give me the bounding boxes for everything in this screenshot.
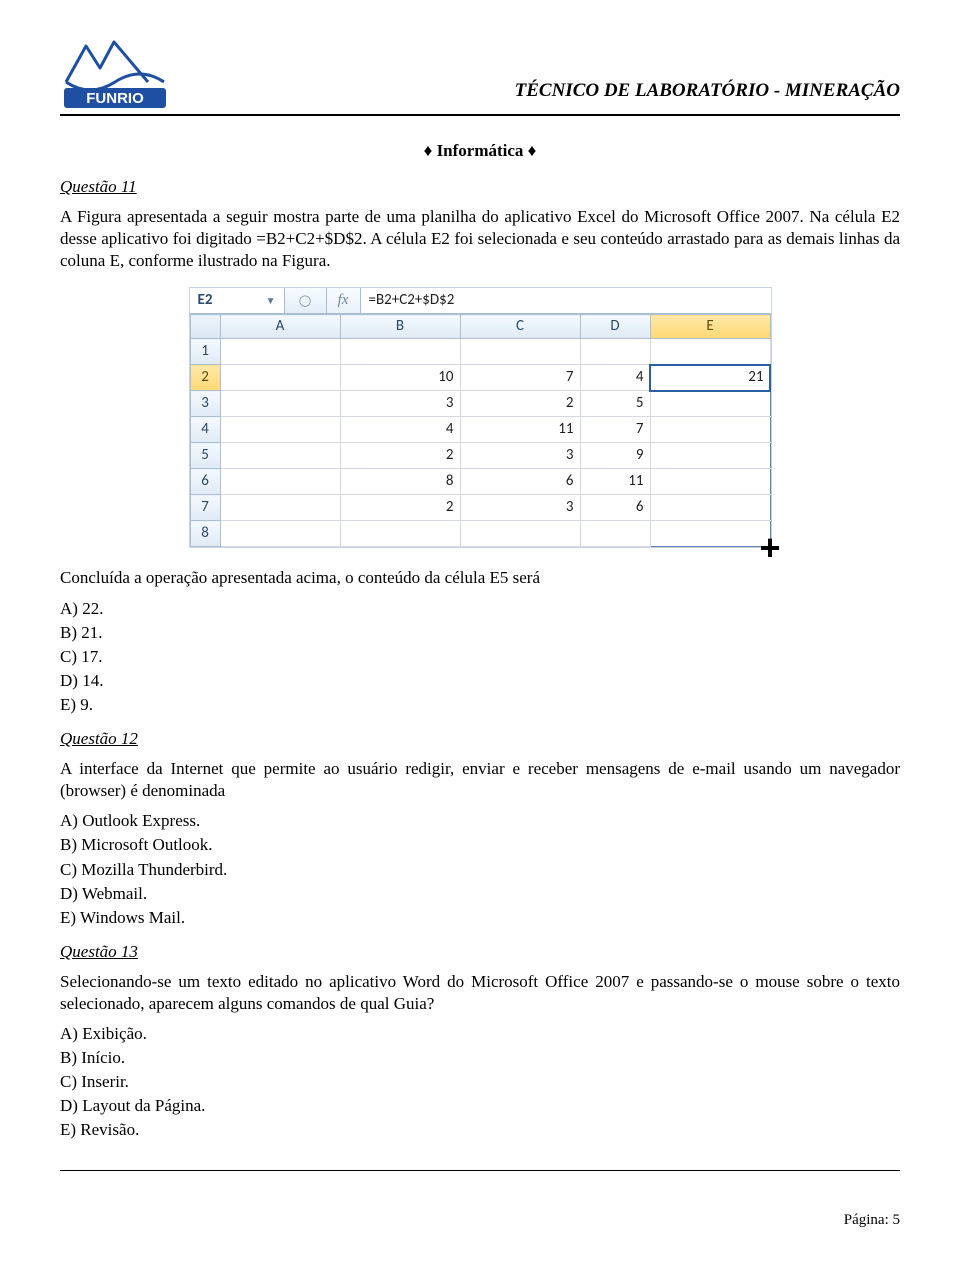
cell-C1 — [460, 339, 580, 365]
name-box-value: E2 — [198, 291, 213, 311]
q11-opt-b: B) 21. — [60, 622, 900, 644]
spreadsheet-grid: ABCDE1210742133254411752396861172368+ — [190, 314, 771, 547]
q12-opt-e: E) Windows Mail. — [60, 907, 900, 929]
cell-B4: 4 — [340, 417, 460, 443]
cell-A8 — [220, 521, 340, 547]
cell-A6 — [220, 469, 340, 495]
cell-C8 — [460, 521, 580, 547]
q11-opt-d: D) 14. — [60, 670, 900, 692]
cell-D6: 11 — [580, 469, 650, 495]
section-title: ♦ Informática ♦ — [60, 140, 900, 162]
question-12-label: Questão 12 — [60, 728, 900, 750]
cell-B8 — [340, 521, 460, 547]
footer-rule — [60, 1170, 900, 1171]
name-box-dropdown-icon: ▼ — [266, 294, 276, 307]
row-header-7: 7 — [190, 495, 220, 521]
header-title: TÉCNICO DE LABORATÓRIO - MINERAÇÃO — [515, 79, 900, 110]
cell-B2: 10 — [340, 365, 460, 391]
q13-opt-d: D) Layout da Página. — [60, 1095, 900, 1117]
cell-E1 — [650, 339, 770, 365]
row-header-1: 1 — [190, 339, 220, 365]
name-box: E2 ▼ — [190, 288, 285, 313]
cell-A3 — [220, 391, 340, 417]
cell-D8 — [580, 521, 650, 547]
cell-E3 — [650, 391, 770, 417]
cell-B7: 2 — [340, 495, 460, 521]
cell-D7: 6 — [580, 495, 650, 521]
cell-E7 — [650, 495, 770, 521]
q13-opt-c: C) Inserir. — [60, 1071, 900, 1093]
header-rule — [60, 114, 900, 116]
cell-E4 — [650, 417, 770, 443]
cell-A2 — [220, 365, 340, 391]
cell-E8: + — [650, 521, 770, 547]
fx-icon: fx — [327, 288, 361, 313]
cell-C6: 6 — [460, 469, 580, 495]
formula-bar: E2 ▼ ◯ fx =B2+C2+$D$2 — [190, 288, 771, 314]
cell-E2: 21 — [650, 365, 770, 391]
row-header-3: 3 — [190, 391, 220, 417]
q12-opt-c: C) Mozilla Thunderbird. — [60, 859, 900, 881]
cell-D3: 5 — [580, 391, 650, 417]
question-13-options: A) Exibição. B) Início. C) Inserir. D) L… — [60, 1023, 900, 1141]
row-header-8: 8 — [190, 521, 220, 547]
cell-D2: 4 — [580, 365, 650, 391]
q12-opt-b: B) Microsoft Outlook. — [60, 834, 900, 856]
question-11-text-2: Concluída a operação apresentada acima, … — [60, 567, 900, 589]
q11-opt-e: E) 9. — [60, 694, 900, 716]
row-header-2: 2 — [190, 365, 220, 391]
cell-D4: 7 — [580, 417, 650, 443]
cell-B1 — [340, 339, 460, 365]
cell-B5: 2 — [340, 443, 460, 469]
logo: FUNRIO — [60, 38, 170, 110]
cell-C3: 2 — [460, 391, 580, 417]
q12-opt-a: A) Outlook Express. — [60, 810, 900, 832]
row-header-6: 6 — [190, 469, 220, 495]
excel-screenshot: E2 ▼ ◯ fx =B2+C2+$D$2 ABCDE1210742133254… — [190, 288, 771, 547]
cell-A5 — [220, 443, 340, 469]
cell-A4 — [220, 417, 340, 443]
question-13-text: Selecionando-se um texto editado no apli… — [60, 971, 900, 1015]
logo-text: FUNRIO — [86, 90, 144, 107]
cell-B6: 8 — [340, 469, 460, 495]
question-12-text: A interface da Internet que permite ao u… — [60, 758, 900, 802]
fx-gap: ◯ — [285, 288, 327, 313]
cell-A7 — [220, 495, 340, 521]
cell-D1 — [580, 339, 650, 365]
formula-text: =B2+C2+$D$2 — [361, 288, 771, 313]
col-header-corner — [190, 315, 220, 339]
cell-A1 — [220, 339, 340, 365]
cell-E6 — [650, 469, 770, 495]
page-number: Página: 5 — [60, 1211, 900, 1231]
fill-handle-icon: + — [759, 539, 780, 557]
col-header-C: C — [460, 315, 580, 339]
col-header-D: D — [580, 315, 650, 339]
col-header-A: A — [220, 315, 340, 339]
cell-B3: 3 — [340, 391, 460, 417]
q13-opt-b: B) Início. — [60, 1047, 900, 1069]
col-header-E: E — [650, 315, 770, 339]
cell-C5: 3 — [460, 443, 580, 469]
cell-C4: 11 — [460, 417, 580, 443]
question-12-options: A) Outlook Express. B) Microsoft Outlook… — [60, 810, 900, 928]
cell-E5 — [650, 443, 770, 469]
cell-C2: 7 — [460, 365, 580, 391]
question-13-label: Questão 13 — [60, 941, 900, 963]
q13-opt-e: E) Revisão. — [60, 1119, 900, 1141]
q12-opt-d: D) Webmail. — [60, 883, 900, 905]
cell-C7: 3 — [460, 495, 580, 521]
col-header-B: B — [340, 315, 460, 339]
question-11-label: Questão 11 — [60, 176, 900, 198]
question-11-text-1: A Figura apresentada a seguir mostra par… — [60, 206, 900, 272]
q13-opt-a: A) Exibição. — [60, 1023, 900, 1045]
question-11-options: A) 22. B) 21. C) 17. D) 14. E) 9. — [60, 598, 900, 716]
q11-opt-c: C) 17. — [60, 646, 900, 668]
row-header-4: 4 — [190, 417, 220, 443]
cell-D5: 9 — [580, 443, 650, 469]
q11-opt-a: A) 22. — [60, 598, 900, 620]
row-header-5: 5 — [190, 443, 220, 469]
